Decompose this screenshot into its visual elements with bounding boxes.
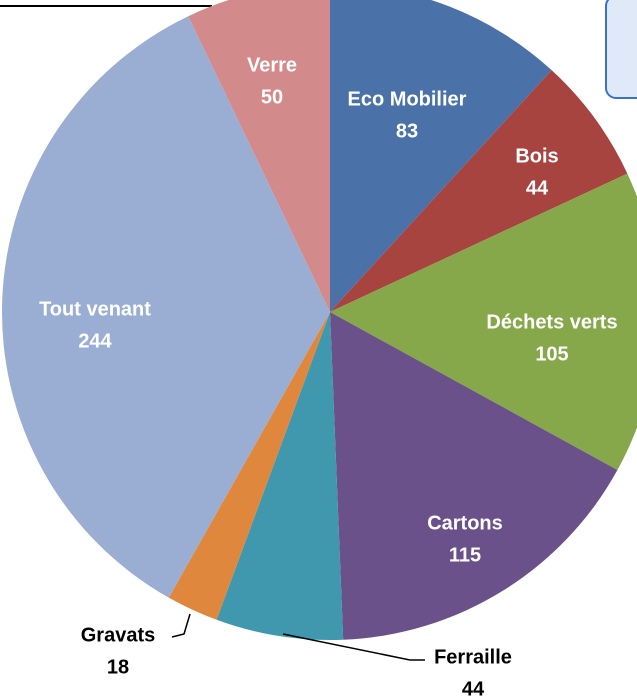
- slice-value: 44: [526, 177, 549, 199]
- pie-slice: [330, 0, 552, 312]
- slice-label: Eco Mobilier: [348, 88, 467, 110]
- slice-label: Cartons: [427, 512, 503, 534]
- pie-slice: [188, 0, 330, 312]
- slice-value: 244: [78, 330, 112, 352]
- slice-label: Ferraille: [434, 646, 512, 668]
- pie-slice: [1, 16, 330, 598]
- pie-slice: [168, 312, 330, 620]
- slice-value: 115: [449, 544, 481, 566]
- slice-value: 105: [535, 343, 568, 365]
- slices: [1, 0, 637, 640]
- slice-label: Déchets verts: [486, 311, 617, 333]
- slice-label: Tout venant: [39, 298, 151, 320]
- pie-slice: [330, 312, 618, 640]
- pie-slice: [216, 312, 344, 640]
- slice-label: Verre: [247, 54, 297, 76]
- pie-slice: [330, 173, 637, 471]
- slice-value: 44: [462, 678, 485, 696]
- leader-line: [282, 633, 425, 661]
- slice-value: 50: [261, 86, 283, 108]
- info-box: [605, 0, 637, 99]
- leader-line: [171, 613, 191, 638]
- slice-value: 18: [107, 656, 129, 678]
- pie-slice: [330, 70, 628, 312]
- slice-value: 83: [396, 120, 418, 142]
- slice-label: Bois: [515, 145, 558, 167]
- slice-label: Gravats: [81, 624, 156, 646]
